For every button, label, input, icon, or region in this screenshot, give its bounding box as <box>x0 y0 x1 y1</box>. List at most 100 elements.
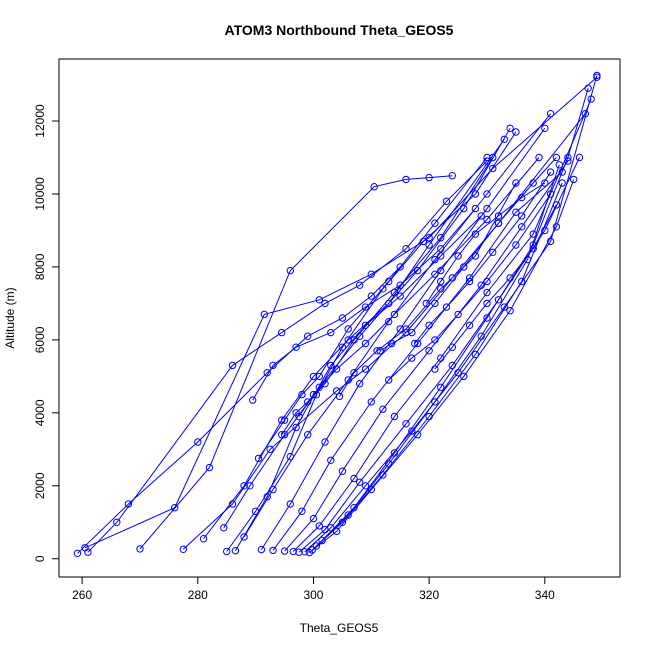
data-point <box>385 376 393 384</box>
series-line-28 <box>425 182 546 304</box>
data-point <box>570 175 578 184</box>
data-point <box>483 314 491 322</box>
data-point <box>483 204 491 213</box>
data-series-group <box>73 71 601 557</box>
data-point <box>413 266 422 275</box>
data-point <box>228 361 237 370</box>
data-point <box>465 277 474 286</box>
data-point <box>494 219 503 227</box>
data-point <box>431 270 439 278</box>
data-point <box>518 193 526 202</box>
series-line-3 <box>139 175 453 550</box>
y-axis: 0 2000 4000 6000 8000 10000 12000 <box>33 104 60 562</box>
data-point <box>304 332 312 340</box>
data-point <box>546 190 555 198</box>
data-point <box>223 547 231 556</box>
data-point <box>361 482 370 490</box>
data-point <box>280 416 289 424</box>
data-point <box>136 545 144 553</box>
series-line-7 <box>260 128 546 550</box>
y-tick-label: 2000 <box>33 472 47 499</box>
data-point <box>541 124 549 133</box>
data-point <box>402 420 410 428</box>
x-tick-label: 300 <box>303 588 323 602</box>
data-point <box>471 350 480 359</box>
data-point <box>431 255 439 264</box>
series-line-16 <box>321 88 589 541</box>
data-point <box>425 412 433 421</box>
data-point <box>321 438 329 446</box>
data-point <box>483 153 491 162</box>
data-point <box>552 201 561 209</box>
data-point <box>431 299 439 308</box>
data-point <box>489 153 497 162</box>
data-point <box>425 241 433 249</box>
data-point <box>408 328 416 337</box>
data-point <box>344 325 352 333</box>
data-point <box>246 482 254 490</box>
chart-title: ATOM3 Northbound Theta_GEOS5 <box>225 22 454 38</box>
data-point <box>575 153 584 162</box>
data-point <box>512 208 520 216</box>
series-line-15 <box>316 164 560 547</box>
data-point <box>361 339 370 348</box>
data-point <box>309 514 318 523</box>
data-point <box>318 536 326 545</box>
data-point <box>483 299 491 308</box>
data-point <box>387 339 396 348</box>
series-line-21 <box>281 157 494 435</box>
y-tick-label: 12000 <box>33 104 47 138</box>
data-point <box>437 245 445 253</box>
data-point <box>356 478 364 486</box>
data-point <box>390 449 399 457</box>
data-point <box>315 522 323 530</box>
data-point <box>385 317 393 326</box>
data-point <box>483 190 491 198</box>
y-tick-label: 6000 <box>33 326 47 353</box>
data-point <box>350 504 358 512</box>
data-point <box>529 245 537 253</box>
data-point <box>231 547 240 555</box>
x-axis-label: Theta_GEOS5 <box>300 621 379 635</box>
data-point <box>249 396 257 404</box>
data-point <box>437 383 445 391</box>
data-point <box>298 390 306 399</box>
data-point <box>171 504 179 512</box>
data-point <box>483 288 491 297</box>
data-point <box>396 263 404 271</box>
data-point <box>298 507 306 515</box>
x-tick-label: 340 <box>535 588 555 602</box>
data-point <box>335 392 344 401</box>
data-point <box>327 328 335 337</box>
data-point <box>390 412 399 421</box>
data-point <box>564 153 572 162</box>
data-point <box>344 511 352 519</box>
x-tick-label: 260 <box>72 588 92 602</box>
data-point <box>460 204 468 213</box>
data-point <box>494 212 503 220</box>
data-point <box>584 84 592 92</box>
data-point <box>84 548 92 556</box>
data-point <box>535 153 543 162</box>
data-point <box>301 548 309 556</box>
data-point <box>376 347 384 355</box>
data-point <box>555 161 563 169</box>
y-tick-label: 10000 <box>33 177 47 211</box>
data-point <box>356 380 364 388</box>
data-point <box>431 219 439 227</box>
data-point <box>489 248 497 257</box>
data-point <box>518 223 526 231</box>
data-point <box>379 285 387 293</box>
series-line-23 <box>298 157 540 417</box>
series-line-8 <box>272 171 563 551</box>
data-point <box>315 296 323 304</box>
data-point <box>431 398 439 406</box>
data-point <box>454 310 462 319</box>
data-point <box>483 277 491 286</box>
data-point <box>471 204 480 213</box>
data-point <box>448 172 456 180</box>
data-point <box>411 339 419 348</box>
y-tick-label: 4000 <box>33 399 47 426</box>
data-point <box>367 292 375 300</box>
series-line-10 <box>292 98 592 552</box>
